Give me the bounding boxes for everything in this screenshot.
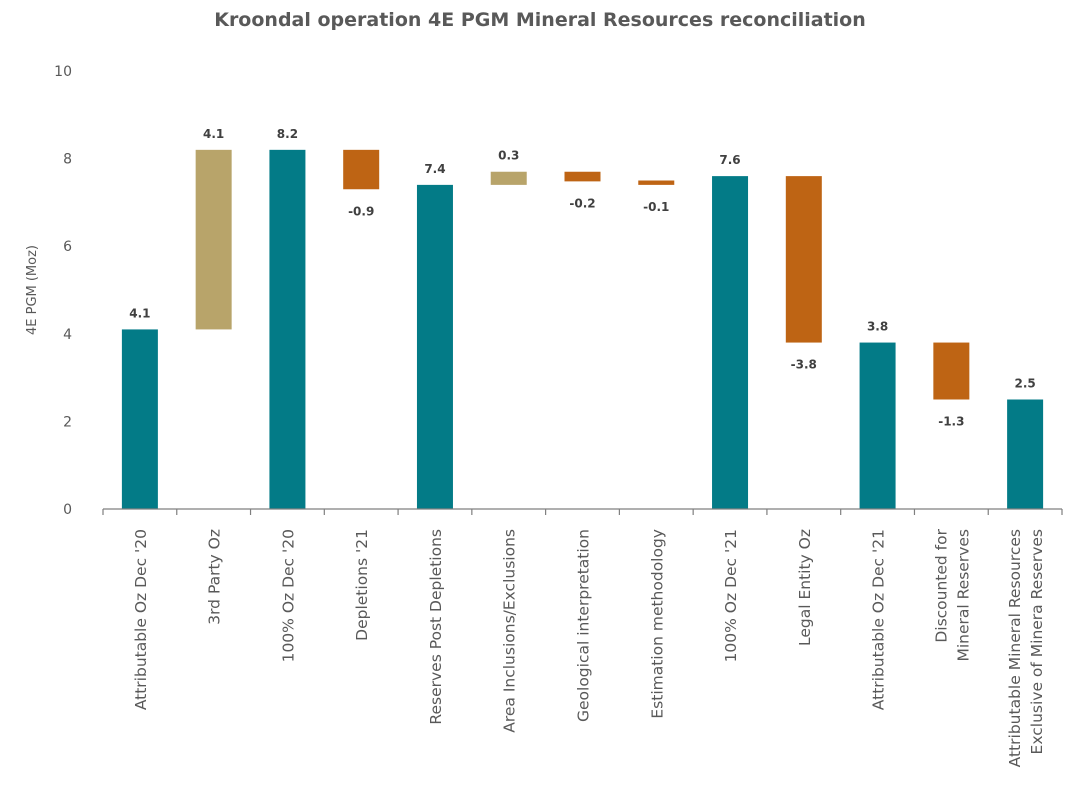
bar-total bbox=[712, 176, 749, 509]
y-tick-label: 2 bbox=[63, 414, 72, 430]
data-label: 8.2 bbox=[277, 127, 298, 141]
bar-total bbox=[1007, 399, 1044, 509]
x-tick-label: 100% Oz Dec '21 bbox=[722, 529, 740, 662]
data-label: -1.3 bbox=[938, 415, 964, 429]
x-tick-label: Attributable Oz Dec '21 bbox=[870, 529, 888, 710]
bar-total bbox=[121, 329, 158, 509]
data-label: -0.1 bbox=[643, 200, 669, 214]
x-tick-label: Discounted for bbox=[932, 528, 950, 642]
x-tick-label: Estimation methodology bbox=[648, 529, 666, 719]
bar-total bbox=[859, 342, 896, 509]
data-label: -0.2 bbox=[569, 196, 595, 210]
bar-increase bbox=[490, 171, 527, 185]
y-tick-label: 4 bbox=[63, 327, 72, 343]
bar-total bbox=[416, 184, 453, 509]
data-label: -0.9 bbox=[348, 204, 374, 218]
x-tick-label: 3rd Party Oz bbox=[206, 529, 224, 625]
x-tick-label: Area Inclusions/Exclusions bbox=[501, 529, 519, 733]
data-labels: 4.1 4.1 8.2 -0.9 7.4 0.3 -0.2 -0.1 7.6 -3.8 3.8 -1.… bbox=[129, 127, 1035, 429]
y-tick-label: 0 bbox=[63, 502, 72, 518]
x-tick-label: Reserves Post Depletions bbox=[427, 529, 445, 725]
chart-title: Kroondal operation 4E PGM Mineral Resour… bbox=[214, 9, 866, 31]
bar-decrease bbox=[343, 149, 380, 190]
x-tick-label: Attributable Mineral Resources bbox=[1006, 529, 1024, 767]
x-tick-label: Geological interpretation bbox=[575, 529, 593, 722]
x-tick-label: Legal Entity Oz bbox=[796, 529, 814, 646]
x-tick-label: Mineral Reserves bbox=[954, 529, 972, 662]
y-axis-ticks: 0 2 4 6 8 10 bbox=[54, 64, 72, 518]
data-label: 4.1 bbox=[203, 127, 224, 141]
x-tick-label: Attributable Oz Dec '20 bbox=[132, 529, 150, 710]
data-label: 7.6 bbox=[719, 153, 740, 167]
bar-total bbox=[269, 149, 306, 509]
data-label: 3.8 bbox=[867, 320, 888, 334]
y-tick-label: 8 bbox=[63, 152, 72, 168]
x-tick-label: 100% Oz Dec '20 bbox=[279, 529, 297, 662]
x-tick-label: Exclusive of Minera Reserves bbox=[1028, 529, 1046, 754]
bar-decrease bbox=[638, 180, 675, 185]
x-axis-ticks: Attributable Oz Dec '20 3rd Party Oz 100% … bbox=[102, 509, 1063, 767]
bar-decrease bbox=[564, 171, 601, 182]
y-axis-label: 4E PGM (Moz) bbox=[25, 245, 40, 335]
bar-decrease bbox=[933, 342, 970, 400]
data-label: 7.4 bbox=[424, 162, 445, 176]
y-tick-label: 6 bbox=[63, 239, 72, 255]
data-label: 4.1 bbox=[129, 306, 150, 320]
x-tick-label: Depletions '21 bbox=[353, 529, 371, 641]
data-label: 2.5 bbox=[1014, 377, 1035, 391]
data-label: -3.8 bbox=[791, 358, 817, 372]
y-tick-label: 10 bbox=[54, 64, 72, 80]
bar-decrease bbox=[785, 176, 822, 343]
data-label: 0.3 bbox=[498, 149, 519, 163]
bar-increase bbox=[195, 149, 232, 330]
bar-series bbox=[121, 149, 1044, 509]
